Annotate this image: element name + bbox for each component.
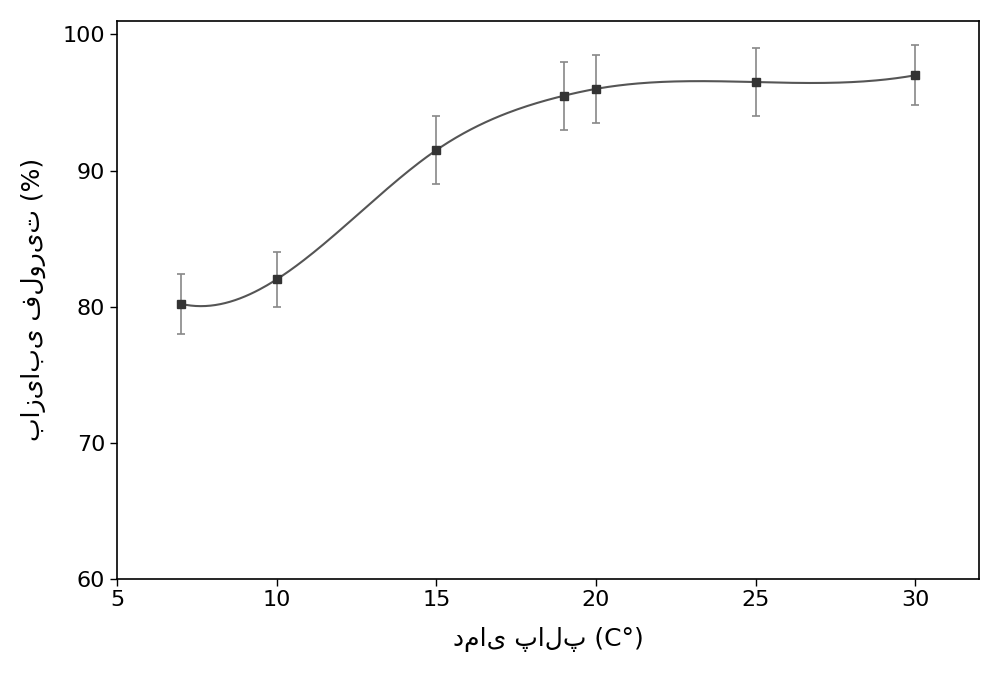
X-axis label: دمای پالپ (C°): دمای پالپ (C°) [453,627,644,652]
Y-axis label: بازیابی فلوریت (%): بازیابی فلوریت (%) [21,158,46,441]
